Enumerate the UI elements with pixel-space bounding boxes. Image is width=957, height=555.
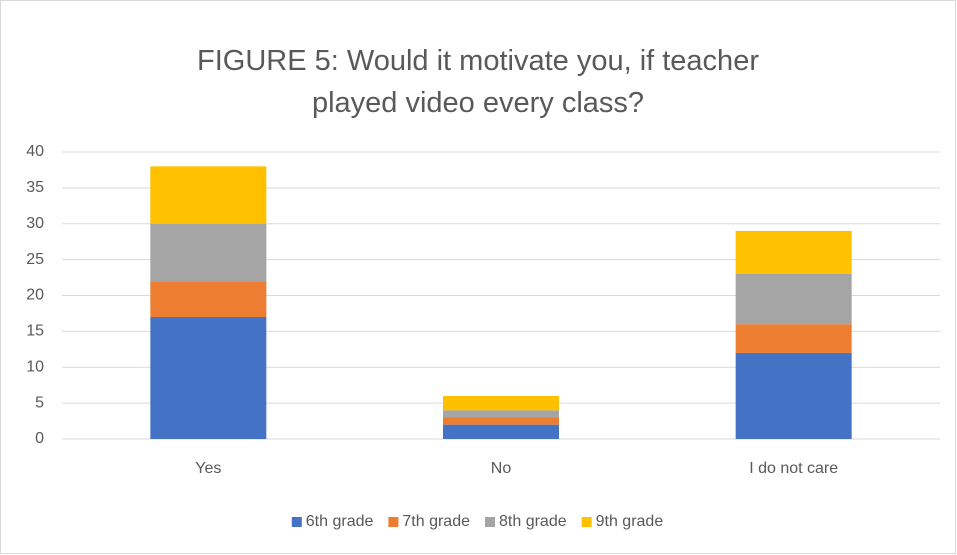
legend-label: 8th grade <box>499 513 567 530</box>
bar-segment <box>443 410 559 418</box>
legend-label: 7th grade <box>402 513 470 530</box>
legend-swatch <box>388 517 399 527</box>
y-tick-label: 10 <box>26 358 44 375</box>
bar-segment <box>150 166 267 224</box>
bar-segment <box>735 352 852 439</box>
legend-swatch <box>485 517 495 527</box>
x-tick-label: No <box>491 460 512 477</box>
bar-segment <box>443 424 559 439</box>
y-tick-label: 35 <box>26 179 44 196</box>
x-tick-label: Yes <box>195 460 221 477</box>
y-tick-label: 5 <box>35 394 44 411</box>
legend-swatch <box>291 517 302 527</box>
bar-segment <box>443 417 559 425</box>
y-tick-label: 0 <box>35 430 44 447</box>
chart-title: FIGURE 5: Would it motivate you, if teac… <box>197 45 759 119</box>
y-tick-label: 30 <box>26 215 44 232</box>
x-tick-label: I do not care <box>749 460 838 477</box>
bar-segment <box>150 223 267 282</box>
legend-swatch <box>581 517 592 527</box>
bar-segment <box>443 395 559 411</box>
bar-segment <box>150 281 267 318</box>
bar-segment <box>735 273 852 325</box>
legend-label: 6th grade <box>306 513 374 530</box>
bar-segment <box>735 324 852 353</box>
y-tick-label: 15 <box>26 323 44 340</box>
y-tick-label: 25 <box>26 251 44 268</box>
y-tick-label: 40 <box>26 143 44 160</box>
bar-segment <box>150 317 267 439</box>
legend-label: 9th grade <box>596 513 664 530</box>
bar-segment <box>735 230 852 274</box>
y-tick-label: 20 <box>26 287 44 304</box>
